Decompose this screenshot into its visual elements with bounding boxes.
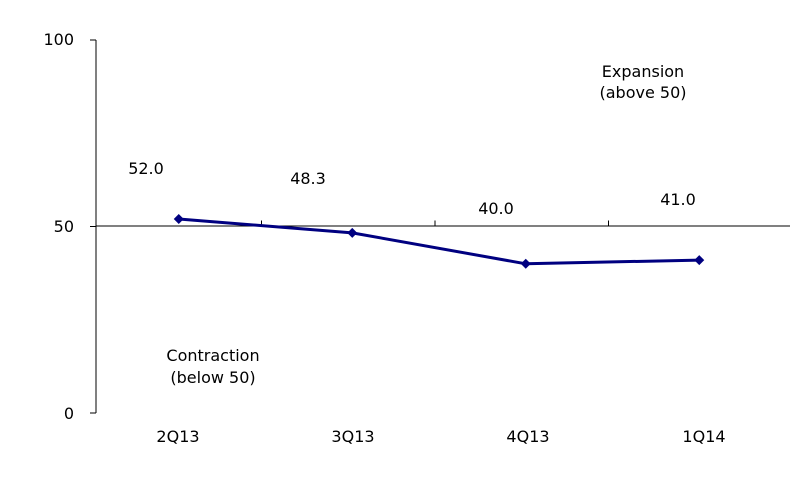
y-tick-label-100: 100	[43, 30, 74, 49]
tick-marks	[90, 39, 609, 414]
data-point-2q13	[173, 214, 184, 225]
contraction-sublabel: (below 50)	[170, 368, 255, 387]
data-label-1q14: 41.0	[660, 190, 696, 209]
x-tick-label-3q13: 3Q13	[331, 427, 374, 446]
x-tick-label-2q13: 2Q13	[156, 427, 199, 446]
y-tick-label-0: 0	[64, 404, 74, 423]
series-group	[173, 214, 705, 269]
data-label-2q13: 52.0	[128, 159, 164, 178]
data-point-4q13	[520, 258, 531, 269]
expansion-label: Expansion	[602, 62, 684, 81]
expansion-sublabel: (above 50)	[600, 83, 687, 102]
data-label-3q13: 48.3	[290, 169, 326, 188]
contraction-label: Contraction	[166, 346, 259, 365]
x-tick-label-1q14: 1Q14	[682, 427, 725, 446]
y-tick-label-50: 50	[54, 217, 74, 236]
x-tick-label-4q13: 4Q13	[506, 427, 549, 446]
series-line-0	[178, 217, 700, 266]
data-point-3q13	[347, 227, 358, 238]
data-point-1q14	[694, 255, 705, 266]
data-label-4q13: 40.0	[478, 199, 514, 218]
